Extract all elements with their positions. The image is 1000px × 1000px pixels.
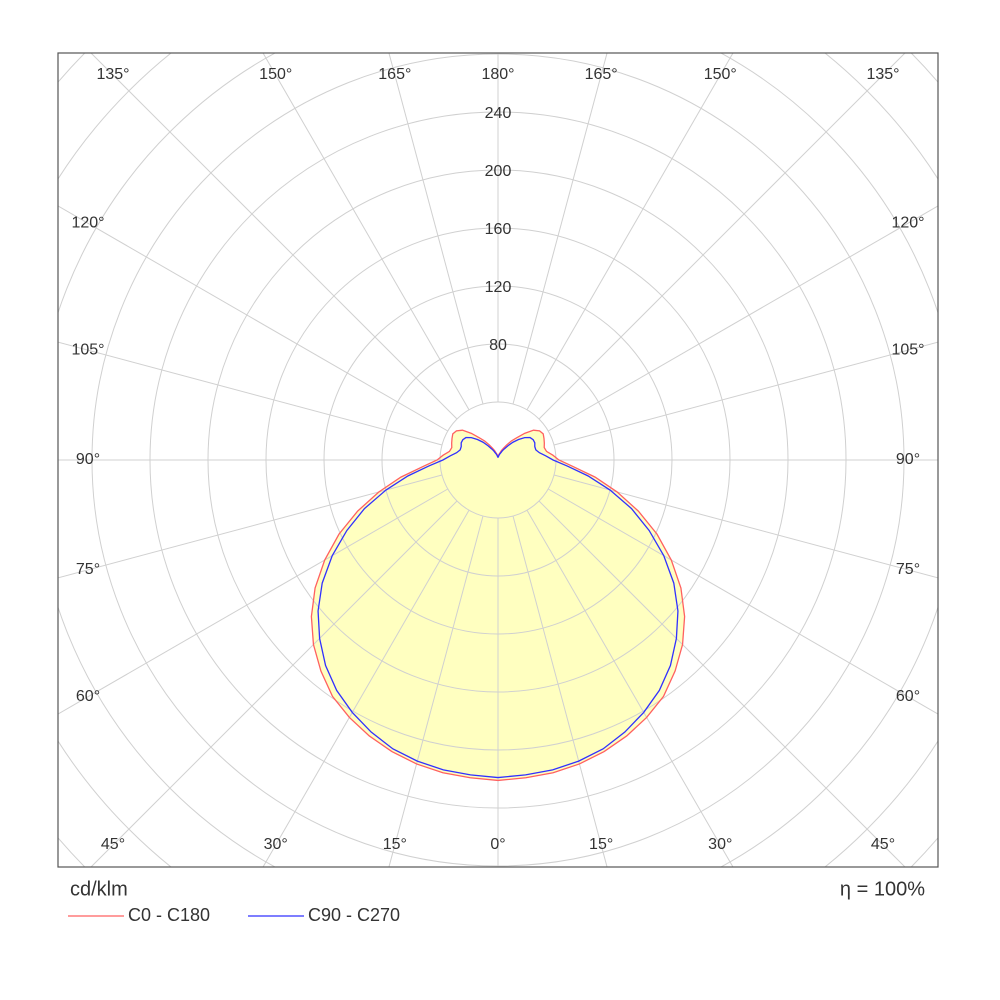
r-tick-label: 240 bbox=[485, 105, 512, 122]
angle-tick-label: 150° bbox=[259, 66, 292, 83]
angle-tick-label: 30° bbox=[264, 836, 288, 853]
intensity-curve bbox=[497, 436, 679, 779]
angle-tick-label: 60° bbox=[896, 688, 920, 705]
grid-spoke bbox=[262, 53, 470, 411]
grid-spoke bbox=[262, 509, 470, 867]
angle-tick-label: 45° bbox=[101, 836, 125, 853]
angle-tick-label: 60° bbox=[76, 688, 100, 705]
angle-tick-label: 0° bbox=[490, 836, 505, 853]
grid-spoke bbox=[90, 500, 458, 867]
angle-tick-label: 105° bbox=[891, 341, 924, 358]
angle-tick-label: 135° bbox=[96, 66, 129, 83]
r-tick-label: 200 bbox=[485, 163, 512, 180]
angle-tick-label: 15° bbox=[589, 836, 613, 853]
grid-spoke bbox=[388, 53, 484, 405]
grid-spoke bbox=[538, 500, 906, 867]
angle-tick-label: 90° bbox=[76, 451, 100, 468]
grid-spoke bbox=[388, 515, 484, 867]
angle-tick-label: 30° bbox=[708, 836, 732, 853]
angle-tick-label: 135° bbox=[866, 66, 899, 83]
angle-tick-label: 165° bbox=[585, 66, 618, 83]
grid-spoke bbox=[512, 515, 608, 867]
angle-tick-label: 150° bbox=[704, 66, 737, 83]
angle-tick-label: 75° bbox=[896, 561, 920, 578]
grid-spoke bbox=[538, 53, 906, 420]
r-tick-label: 160 bbox=[485, 221, 512, 238]
unit-label: cd/klm bbox=[70, 878, 128, 900]
efficiency-label: η = 100% bbox=[840, 878, 925, 900]
grid-spoke bbox=[58, 341, 443, 446]
angle-tick-label: 180° bbox=[481, 66, 514, 83]
legend-label: C90 - C270 bbox=[308, 905, 400, 925]
frame bbox=[57, 52, 939, 868]
grid-spoke bbox=[553, 341, 938, 446]
angle-tick-label: 75° bbox=[76, 561, 100, 578]
intensity-curve bbox=[497, 429, 686, 782]
r-tick-label: 80 bbox=[489, 337, 507, 354]
angle-tick-label: 45° bbox=[871, 836, 895, 853]
intensity-curve bbox=[317, 436, 499, 779]
angle-tick-label: 165° bbox=[378, 66, 411, 83]
intensity-curve bbox=[310, 429, 499, 782]
grid-spoke bbox=[526, 53, 734, 411]
grid-spoke bbox=[553, 474, 938, 579]
angle-tick-label: 90° bbox=[896, 451, 920, 468]
angle-tick-label: 15° bbox=[383, 836, 407, 853]
grid-spoke bbox=[547, 488, 938, 715]
grid-spoke bbox=[58, 205, 449, 432]
grid-spoke bbox=[58, 488, 449, 715]
grid-spoke bbox=[512, 53, 608, 405]
grid-spoke bbox=[547, 205, 938, 432]
r-tick-label: 120 bbox=[485, 279, 512, 296]
grid-spoke bbox=[90, 53, 458, 420]
grid-spoke bbox=[58, 474, 443, 579]
angle-tick-label: 105° bbox=[71, 341, 104, 358]
angle-tick-label: 120° bbox=[71, 215, 104, 232]
angle-tick-label: 120° bbox=[891, 215, 924, 232]
grid-spoke bbox=[526, 509, 734, 867]
legend-label: C0 - C180 bbox=[128, 905, 210, 925]
